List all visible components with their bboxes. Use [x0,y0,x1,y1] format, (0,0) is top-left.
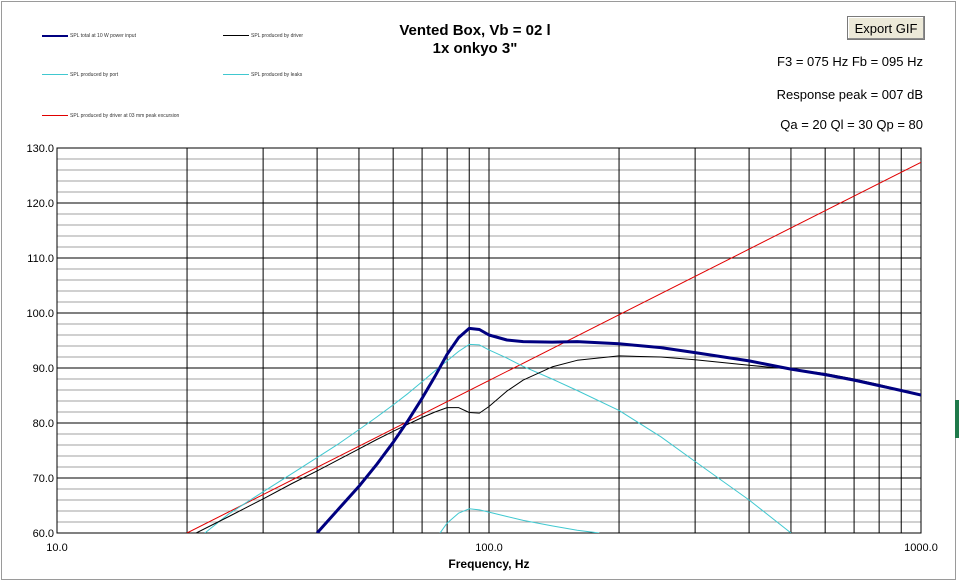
y-tick-label: 110.0 [27,253,54,265]
legend-label-excursion: SPL produced by driver at 03 mm peak exc… [70,113,180,119]
legend-label-leaks: SPL produced by leaks [251,72,303,78]
legend-swatch-total [42,35,68,37]
legend-label-driver: SPL produced by driver [251,33,304,39]
x-tick-label: 1000.0 [904,542,938,554]
series-line-total [315,326,921,533]
series-line-excursion [186,161,921,533]
q-values-readout: Qa = 20 Ql = 30 Qp = 80 [780,117,923,132]
legend-label-total: SPL total at 10 W power input [70,33,136,39]
y-tick-label: 60.0 [33,528,54,540]
series-line-port [204,343,792,533]
y-tick-label: 80.0 [33,418,54,430]
legend-swatch-driver [223,35,249,36]
y-tick-label: 120.0 [26,198,54,210]
x-tick-label: 10.0 [46,542,67,554]
plot-border [56,147,922,534]
legend-swatch-excursion [42,115,68,116]
chart-title-line2: 1x onkyo 3" [432,40,518,57]
x-tick-label: 100.0 [475,542,503,554]
chart-title-line1: Vented Box, Vb = 02 l [399,22,551,39]
y-tick-label: 90.0 [33,363,54,375]
chart-title: Vented Box, Vb = 02 l 1x onkyo 3" [330,22,620,58]
series-line-leaks [439,508,600,533]
legend-swatch-leaks [223,74,249,75]
window-edge-grip [955,400,959,438]
export-gif-button[interactable]: Export GIF [847,16,925,40]
legend-label-port: SPL produced by port [70,72,119,78]
y-tick-label: 70.0 [33,473,54,485]
legend-swatch-port [42,74,68,75]
f3-fb-readout: F3 = 075 Hz Fb = 095 Hz [777,54,923,69]
y-tick-label: 100.0 [26,308,54,320]
x-axis-title: Frequency, Hz [448,557,529,571]
y-tick-label: 130.0 [26,143,54,155]
response-peak-readout: Response peak = 007 dB [776,87,923,102]
